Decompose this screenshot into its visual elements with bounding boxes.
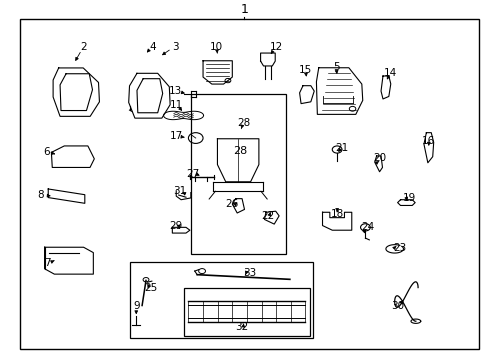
Bar (190, 94, 285, 253)
Text: 20: 20 (373, 153, 386, 163)
Text: 19: 19 (402, 193, 415, 203)
Bar (183, 288, 310, 336)
Text: 28: 28 (233, 146, 247, 156)
Text: 7: 7 (43, 258, 50, 268)
Text: 25: 25 (144, 283, 157, 293)
Text: 15: 15 (298, 64, 311, 75)
Text: 16: 16 (421, 136, 434, 146)
Text: 26: 26 (225, 199, 239, 210)
Text: 27: 27 (186, 168, 200, 179)
Text: 22: 22 (261, 211, 274, 221)
Text: 2: 2 (80, 42, 87, 52)
Text: 8: 8 (37, 190, 44, 200)
Text: 13: 13 (168, 86, 182, 96)
Text: 31: 31 (173, 186, 186, 196)
Text: 4: 4 (149, 42, 156, 51)
Text: 33: 33 (242, 267, 256, 278)
Text: 21: 21 (335, 143, 348, 153)
Text: 12: 12 (269, 42, 282, 52)
Text: 6: 6 (43, 147, 50, 157)
Text: 14: 14 (384, 68, 397, 78)
Text: 23: 23 (392, 243, 406, 253)
Text: 17: 17 (169, 131, 183, 141)
Text: 30: 30 (391, 301, 404, 311)
Text: 3: 3 (172, 42, 178, 51)
Text: 9: 9 (133, 301, 139, 311)
Text: 1: 1 (240, 3, 248, 16)
Text: 18: 18 (330, 210, 343, 220)
Text: 29: 29 (169, 221, 183, 231)
Text: 28: 28 (236, 118, 250, 128)
Text: 5: 5 (332, 62, 339, 72)
Bar (130, 262, 312, 338)
Text: 24: 24 (360, 222, 373, 232)
Text: 32: 32 (235, 322, 248, 332)
Text: 11: 11 (169, 100, 183, 110)
Text: 10: 10 (210, 42, 223, 52)
